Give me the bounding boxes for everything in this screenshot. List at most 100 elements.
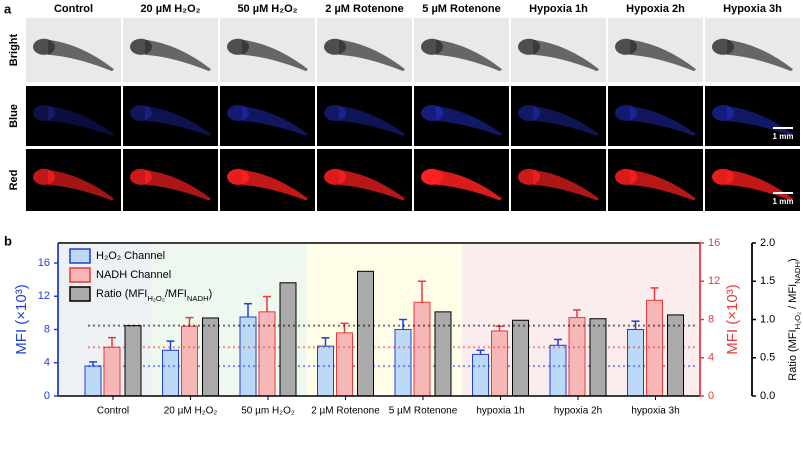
x-tick-label: hypoxia 2h [554, 406, 602, 417]
y-tick-label: 12 [38, 290, 50, 302]
column-header: Hypoxia 1h [529, 3, 588, 15]
legend-label: H₂O₂ Channel [96, 250, 165, 262]
y2-tick-label: 0 [708, 390, 714, 402]
bar [258, 311, 276, 397]
legend-swatch [69, 286, 91, 302]
error-bar [554, 338, 562, 346]
bar [162, 349, 179, 397]
text-segment: Ratio (MFI [787, 329, 799, 380]
row-label: Blue [8, 104, 20, 128]
y-axis-title: MFI (×10³) [13, 284, 30, 354]
bar [202, 317, 219, 397]
bar [336, 332, 353, 397]
y-tick-label: 8 [44, 323, 50, 335]
bar [568, 317, 586, 397]
scale-bar-label: 1 mm [773, 132, 794, 141]
error-bar [650, 287, 659, 301]
column-header: 5 µM Rotenone [422, 3, 500, 15]
bar [317, 345, 334, 397]
bar [394, 328, 412, 397]
text-segment: ) [787, 258, 799, 262]
bar [627, 328, 644, 397]
x-tick-label: 20 µM H₂O₂ [164, 406, 218, 417]
y3-tick-label: 1.5 [760, 275, 775, 287]
fish-body [630, 106, 696, 136]
column-header: 50 µM H₂O₂ [237, 3, 297, 15]
fish-body [48, 169, 114, 201]
error-bar [476, 349, 485, 355]
row-label: Bright [8, 33, 20, 66]
text-segment: Ratio (MFI [96, 288, 147, 300]
fish-body [145, 106, 211, 136]
image-panel [123, 86, 218, 146]
fish-body [533, 106, 599, 136]
column-header: Hypoxia 3h [723, 3, 782, 15]
image-panel [26, 86, 121, 146]
fish-body [630, 39, 696, 72]
y-tick-label: 16 [38, 257, 50, 269]
text-segment: /MFI [165, 288, 187, 300]
y-tick-label: 4 [44, 357, 50, 369]
legend-label: NADH Channel [96, 269, 171, 281]
fish-body [339, 106, 405, 136]
bar [124, 325, 142, 397]
y3-tick-label: 2.0 [760, 237, 775, 249]
fish-body [339, 169, 405, 201]
fish-body [436, 169, 502, 201]
x-tick-label: 2 µM Rotenone [311, 406, 380, 417]
error-bar [399, 318, 407, 330]
fish-body [242, 106, 308, 136]
y3-axis-title: Ratio (MFIH₂O₂ / MFINADH) [787, 258, 802, 380]
fish-head [33, 105, 55, 121]
error-bar [321, 337, 330, 347]
y2-tick-label: 8 [708, 313, 714, 325]
bar [434, 311, 452, 397]
text-segment: / MFI [787, 284, 799, 312]
bar [239, 316, 257, 397]
bar [181, 325, 198, 397]
fish-body [145, 39, 211, 72]
x-tick-label: 50 µm H₂O₂ [241, 406, 295, 417]
y2-tick-label: 16 [708, 237, 720, 249]
fish-body [242, 39, 308, 72]
y3-tick-label: 1.0 [760, 313, 775, 325]
column-header: 2 µM Rotenone [325, 3, 403, 15]
fish-body [339, 39, 405, 72]
legend-label: Ratio (MFIH₂O₂/MFINADH) [96, 288, 212, 303]
bar [279, 282, 297, 397]
fish-head [518, 105, 540, 121]
x-tick-label: 5 µM Rotenone [389, 406, 458, 417]
bar [103, 346, 121, 397]
y2-tick-label: 12 [708, 275, 720, 287]
column-header: Hypoxia 2h [626, 3, 685, 15]
fish-body [436, 39, 502, 72]
row-label: Red [8, 170, 20, 191]
fish-head [615, 105, 637, 121]
error-bar [166, 340, 175, 351]
fish-head [227, 105, 249, 121]
bar [667, 314, 684, 397]
subscript: H₂O₂ [147, 294, 165, 303]
fish-body [48, 106, 114, 136]
bar [512, 319, 529, 397]
fish-body [242, 169, 308, 201]
error-bar [418, 280, 426, 303]
fish-head [324, 105, 346, 121]
y3-tick-label: 0.0 [760, 390, 775, 402]
fish-body [533, 39, 599, 72]
y-tick-label: 0 [44, 390, 50, 402]
error-bar [244, 302, 252, 318]
subscript: NADH [187, 294, 209, 303]
fish-body [727, 39, 793, 72]
fish-body [145, 169, 211, 201]
fish-body [533, 169, 599, 201]
error-bar [263, 295, 271, 312]
y2-axis-title: MFI (×10³) [724, 284, 741, 354]
fish-body [630, 169, 696, 201]
text-segment: ) [209, 288, 213, 300]
fish-head [130, 105, 152, 121]
legend-swatch [69, 248, 91, 264]
fish-body [48, 39, 114, 72]
panel-label: a [4, 1, 12, 16]
bar [491, 330, 508, 397]
